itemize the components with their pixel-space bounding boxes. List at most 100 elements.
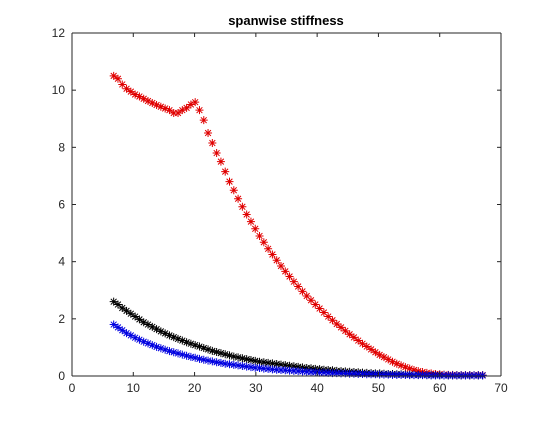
data-point <box>165 106 174 115</box>
data-point <box>379 353 388 362</box>
data-point <box>392 370 401 379</box>
data-point <box>199 343 208 352</box>
data-point <box>272 256 281 265</box>
data-point <box>431 371 440 380</box>
data-point <box>208 139 217 148</box>
data-point <box>276 360 285 369</box>
data-point <box>457 371 466 380</box>
data-point <box>470 371 479 380</box>
data-point <box>362 370 371 379</box>
data-point <box>113 300 122 309</box>
data-point <box>126 309 135 318</box>
data-point <box>337 369 346 378</box>
data-point <box>186 100 195 109</box>
data-point <box>422 371 431 380</box>
y-tick-label: 10 <box>52 83 66 97</box>
data-point <box>405 364 414 373</box>
data-point <box>414 371 423 380</box>
data-point <box>276 365 285 374</box>
data-point <box>169 109 178 118</box>
x-tick-label: 30 <box>249 381 263 395</box>
data-point <box>341 369 350 378</box>
data-point <box>268 250 277 259</box>
data-point <box>289 277 298 286</box>
data-point <box>474 371 483 380</box>
data-point <box>212 347 221 356</box>
data-point <box>148 99 157 108</box>
data-point <box>324 368 333 377</box>
data-point <box>234 353 243 362</box>
data-point <box>126 87 135 96</box>
data-point <box>204 345 213 354</box>
data-point <box>397 361 406 370</box>
data-point <box>465 371 474 380</box>
data-point <box>251 363 260 372</box>
data-point <box>315 368 324 377</box>
data-point <box>397 370 406 379</box>
data-point <box>199 116 208 125</box>
y-tick-label: 0 <box>58 369 65 383</box>
data-point <box>131 333 140 342</box>
data-point <box>302 367 311 376</box>
data-point <box>156 344 165 353</box>
data-point <box>195 342 204 351</box>
data-point <box>401 363 410 372</box>
data-point <box>143 320 152 329</box>
data-point <box>191 341 200 350</box>
plot-background <box>72 33 501 376</box>
data-point <box>221 350 230 359</box>
data-point <box>186 339 195 348</box>
data-point <box>169 333 178 342</box>
data-point <box>225 351 234 360</box>
data-point <box>358 369 367 378</box>
data-point <box>281 267 290 276</box>
data-point <box>401 370 410 379</box>
y-tick-label: 4 <box>58 255 65 269</box>
data-point <box>409 371 418 380</box>
data-point <box>298 363 307 372</box>
data-point <box>375 370 384 379</box>
data-point <box>272 359 281 368</box>
data-point <box>135 335 144 344</box>
data-point <box>191 98 200 107</box>
data-point <box>152 325 161 334</box>
data-point <box>178 106 187 115</box>
y-tick-label: 6 <box>58 198 65 212</box>
data-point <box>165 331 174 340</box>
data-point <box>375 350 384 359</box>
data-point <box>328 369 337 378</box>
data-point <box>259 358 268 367</box>
data-point <box>135 92 144 101</box>
data-point <box>371 370 380 379</box>
axes: 0 10 20 30 40 50 60 70 0 2 4 6 8 10 12 <box>52 26 508 395</box>
data-point <box>276 261 285 270</box>
data-point <box>118 326 127 335</box>
data-point <box>216 349 225 358</box>
data-point <box>109 297 118 306</box>
data-point <box>238 354 247 363</box>
data-point <box>234 194 243 203</box>
data-point <box>255 231 264 240</box>
data-series <box>109 320 487 380</box>
data-point <box>448 371 457 380</box>
data-point <box>319 308 328 317</box>
data-point <box>131 90 140 99</box>
plot-area <box>72 33 501 380</box>
data-point <box>264 358 273 367</box>
data-point <box>229 360 238 369</box>
data-point <box>281 366 290 375</box>
data-point <box>139 318 148 327</box>
data-point <box>328 316 337 325</box>
data-point <box>268 365 277 374</box>
data-point <box>242 362 251 371</box>
data-point <box>405 371 414 380</box>
data-point <box>358 339 367 348</box>
data-point <box>208 357 217 366</box>
data-point <box>182 351 191 360</box>
data-point <box>294 282 303 291</box>
data-point <box>311 300 320 309</box>
data-point <box>212 149 221 158</box>
data-point <box>118 303 127 312</box>
x-tick-label: 0 <box>69 381 76 395</box>
